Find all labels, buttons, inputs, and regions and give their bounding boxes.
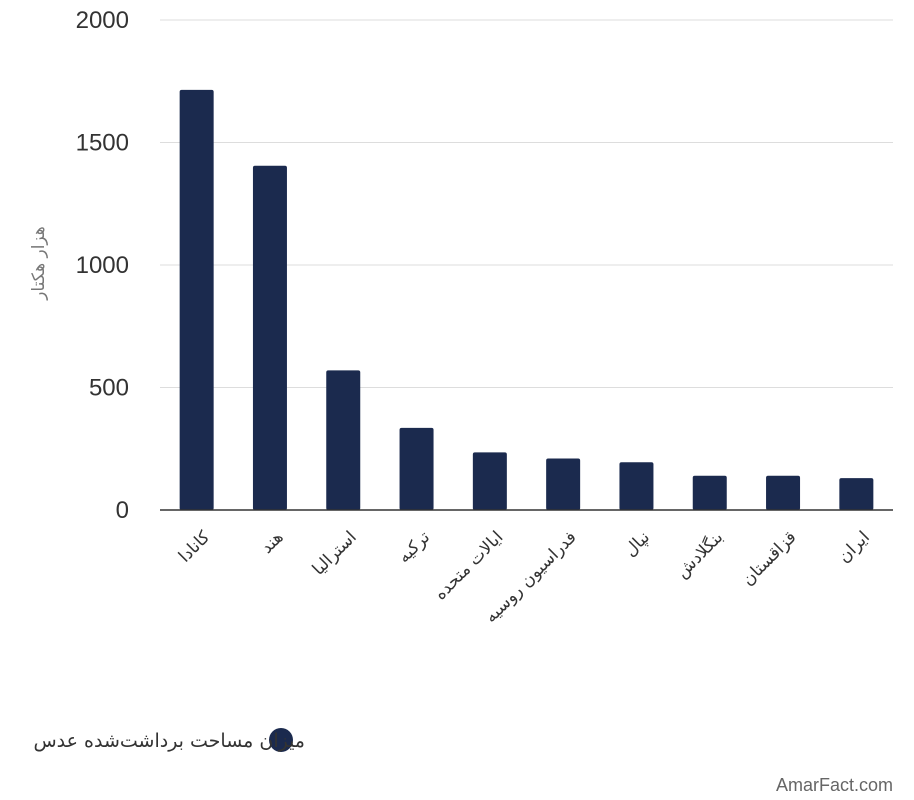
bar[interactable] <box>326 370 361 510</box>
bar[interactable] <box>619 462 654 510</box>
bar[interactable] <box>179 89 214 510</box>
y-tick-label: 500 <box>89 375 129 402</box>
bar[interactable] <box>839 478 874 510</box>
y-axis-label: هزار هکتار <box>29 226 49 301</box>
x-tick-label: هند <box>257 527 287 557</box>
x-tick-label: استرالیا <box>309 527 361 579</box>
x-tick-label: نپال <box>620 527 654 561</box>
x-tick-label: کانادا <box>175 527 215 567</box>
y-tick-label: 1000 <box>76 252 129 279</box>
legend-marker <box>269 728 293 752</box>
x-tick-label: قزاقستان <box>738 527 800 589</box>
x-tick-label: بنگلادش <box>672 527 728 583</box>
legend-label: میزان مساحت برداشت‌شده عدس <box>33 730 305 752</box>
y-tick-label: 0 <box>116 497 129 524</box>
x-tick-label: ایران <box>834 527 874 567</box>
bar[interactable] <box>472 452 507 510</box>
x-tick-label: ترکیه <box>394 527 434 567</box>
watermark: AmarFact.com <box>776 775 893 795</box>
y-axis-tick-labels: 0 500 1000 1500 2000 <box>76 7 129 524</box>
legend[interactable]: میزان مساحت برداشت‌شده عدس <box>33 728 305 752</box>
y-tick-label: 2000 <box>76 7 129 34</box>
bar[interactable] <box>766 475 801 510</box>
bar[interactable] <box>252 165 287 510</box>
bar[interactable] <box>692 475 727 510</box>
bars <box>179 89 874 510</box>
y-tick-label: 1500 <box>76 130 129 157</box>
bar[interactable] <box>399 427 434 510</box>
x-tick-label: ایالات متحده <box>430 527 507 604</box>
bar[interactable] <box>546 458 581 510</box>
